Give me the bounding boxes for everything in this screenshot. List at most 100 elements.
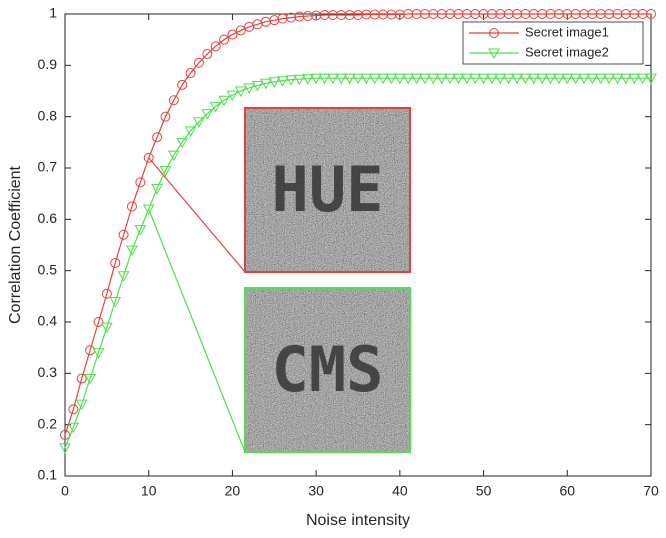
marker (243, 83, 256, 94)
marker (101, 288, 112, 299)
marker (344, 10, 355, 21)
marker (579, 9, 590, 19)
marker (511, 73, 523, 85)
legend-marker (489, 28, 499, 38)
marker (478, 9, 489, 19)
marker (494, 73, 507, 85)
inset-border (244, 287, 411, 453)
marker (445, 9, 456, 19)
marker (336, 10, 347, 21)
marker (629, 9, 640, 19)
marker (159, 166, 172, 177)
legend-label: Secret image2 (525, 44, 609, 59)
marker (537, 9, 548, 19)
marker (277, 13, 288, 24)
marker (201, 109, 214, 120)
marker (177, 79, 188, 90)
marker (142, 204, 155, 216)
y-tick-label: 0.1 (38, 467, 58, 483)
x-tick-label: 30 (308, 483, 324, 499)
y-tick-label: 0.2 (38, 415, 58, 431)
marker (134, 225, 147, 236)
marker (286, 12, 297, 23)
marker (268, 77, 281, 88)
marker (460, 73, 473, 85)
marker (636, 73, 649, 85)
marker (435, 73, 448, 85)
marker (553, 73, 565, 85)
marker (318, 73, 331, 85)
marker (452, 73, 465, 85)
marker (251, 80, 264, 92)
marker (411, 9, 422, 19)
marker (301, 74, 314, 85)
marker (101, 322, 113, 334)
marker (75, 399, 88, 411)
y-tick-label: 0.4 (38, 313, 58, 329)
x-tick-label: 40 (392, 483, 408, 499)
marker (477, 73, 490, 85)
marker (302, 11, 313, 22)
marker (260, 78, 272, 90)
marker (578, 73, 590, 85)
marker (544, 73, 557, 85)
marker (444, 73, 456, 85)
y-tick-label: 0.7 (38, 159, 58, 175)
marker (210, 41, 221, 52)
marker (294, 11, 305, 22)
marker (126, 245, 138, 257)
marker (276, 76, 289, 87)
marker (469, 73, 482, 85)
y-tick-label: 0.3 (38, 364, 58, 380)
marker (386, 9, 397, 20)
marker (570, 9, 581, 19)
marker (402, 73, 415, 85)
marker (118, 229, 129, 240)
marker (545, 9, 556, 19)
marker (352, 73, 364, 85)
legend-marker (488, 48, 500, 60)
marker (343, 73, 356, 85)
marker (84, 373, 96, 385)
x-tick-label: 50 (476, 483, 492, 499)
marker (428, 9, 439, 19)
marker (353, 10, 363, 21)
marker (335, 73, 348, 85)
marker (512, 9, 523, 19)
y-tick-label: 0.5 (38, 261, 58, 277)
marker (520, 9, 531, 19)
marker (235, 25, 246, 36)
inset-label: CMS (272, 333, 384, 406)
marker (436, 9, 447, 19)
marker (419, 9, 430, 19)
marker (620, 73, 632, 85)
marker (59, 443, 71, 454)
marker (152, 132, 163, 143)
marker (612, 9, 623, 19)
marker (109, 296, 122, 308)
x-tick-label: 60 (559, 483, 575, 499)
marker (135, 177, 146, 188)
marker (502, 73, 515, 85)
legend-label: Secret image1 (525, 24, 609, 39)
marker (586, 73, 599, 85)
marker (202, 49, 213, 60)
marker (209, 101, 222, 113)
marker (403, 9, 414, 19)
marker (536, 73, 549, 85)
marker (410, 73, 423, 85)
marker (361, 9, 372, 20)
y-axis-title: Correlation Coefficient (7, 165, 24, 324)
x-axis-title: Noise intensity (306, 512, 410, 529)
marker (495, 9, 506, 19)
marker (327, 73, 339, 85)
marker (168, 95, 179, 106)
marker (453, 9, 464, 19)
marker (193, 57, 204, 68)
marker (319, 10, 330, 21)
inset-noise (245, 108, 410, 272)
marker (646, 9, 656, 19)
marker (553, 9, 564, 19)
marker (310, 73, 322, 85)
marker (377, 73, 389, 85)
